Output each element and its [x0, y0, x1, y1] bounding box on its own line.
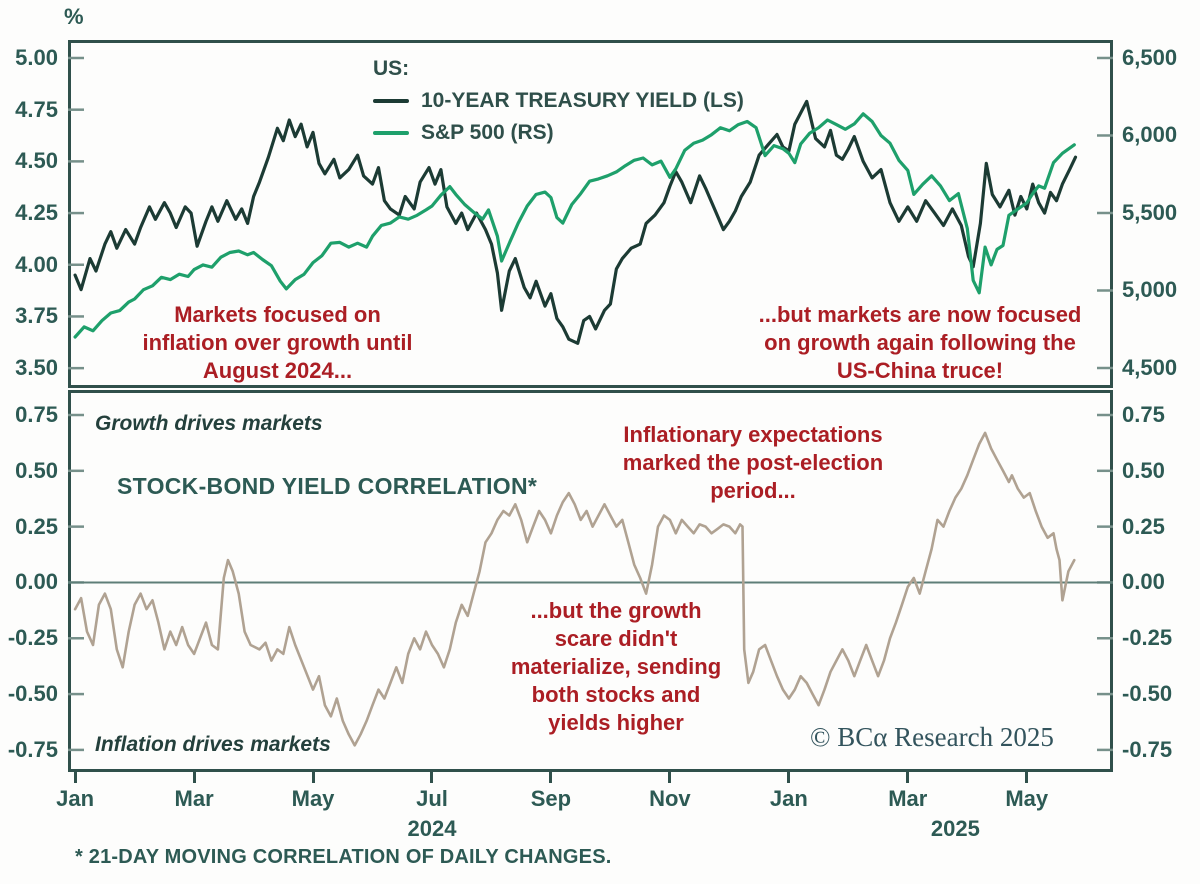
footnote-moving-correlation: * 21-DAY MOVING CORRELATION OF DAILY CHA… [75, 846, 612, 868]
x-axis-tick [787, 771, 791, 783]
x-axis-tick-label: Sep [530, 786, 572, 811]
region-label-inflation-drives: Inflation drives markets [95, 733, 331, 756]
x-axis-tick-label: Mar [174, 786, 214, 811]
x-axis-tick [73, 771, 77, 783]
tick-marks [68, 413, 1113, 752]
right-axis-tick-label: 0.75 [1122, 402, 1165, 427]
right-axis-tick-label: 4,500 [1122, 355, 1178, 380]
left-axis-tick-label: 0.50 [15, 457, 58, 483]
legend-label-treasury: 10-YEAR TREASURY YIELD (LS) [421, 89, 744, 112]
left-axis-tick-label: 4.25 [15, 200, 58, 226]
x-axis-tick-label: Jan [769, 786, 808, 811]
treasury-line-swatch-icon [373, 99, 409, 103]
left-axis-tick-label: 0.00 [15, 569, 58, 595]
left-axis-tick-label: 0.25 [15, 513, 58, 539]
left-axis-tick-label: 3.50 [15, 355, 58, 381]
left-axis-tick-label: -0.75 [7, 736, 58, 762]
legend-item-treasury: 10-YEAR TREASURY YIELD (LS) [373, 85, 744, 117]
legend-label-sp500: S&P 500 (RS) [421, 121, 554, 144]
right-axis-tick-label: -0.75 [1122, 736, 1173, 762]
legend: US: 10-YEAR TREASURY YIELD (LS) S&P 500 … [373, 57, 744, 149]
copyright-bca-research: © BCα Research 2025 [810, 722, 1054, 752]
left-axis-tick-label: 5.00 [15, 44, 58, 70]
x-axis-tick [1025, 771, 1029, 783]
x-axis-tick-label: Jul [416, 786, 448, 811]
x-axis-tick-label: Mar [888, 786, 928, 811]
x-axis-tick-label: Nov [649, 786, 691, 811]
legend-item-sp500: S&P 500 (RS) [373, 117, 744, 149]
left-axis-tick-label: 0.75 [15, 402, 58, 427]
x-axis-tick [549, 771, 553, 783]
x-axis-tick [906, 771, 910, 783]
left-axis-tick-label: -0.25 [7, 625, 58, 651]
correlation-line [73, 431, 1076, 747]
correlation-panel-title: STOCK-BOND YIELD CORRELATION* [117, 473, 538, 499]
right-axis-tick-label: -0.50 [1122, 681, 1173, 707]
bottom-panel-frame [68, 390, 1113, 772]
annotation-growth-focus: ...but markets are now focused on growth… [758, 302, 1082, 383]
x-axis-tick [668, 771, 672, 783]
tick-marks [68, 56, 1113, 370]
sp500-line [73, 112, 1076, 339]
sp500-line-swatch-icon [373, 131, 409, 135]
left-axis-tick-label: 4.75 [15, 96, 58, 122]
bottom-panel-correlation [68, 390, 1113, 772]
right-axis-tick-label: 5,000 [1122, 277, 1178, 303]
left-axis-unit-label: % [64, 4, 84, 29]
left-axis-tick-label: -0.50 [7, 681, 58, 707]
right-axis-tick-label: 6,500 [1122, 44, 1178, 70]
annotation-growth-scare: ...but the growth scare didn't materiali… [510, 598, 722, 735]
x-axis-year-label: 2024 [407, 816, 457, 841]
left-axis-tick-label: 4.50 [15, 148, 58, 174]
x-axis-tick-label: May [291, 786, 335, 811]
x-axis-tick [430, 771, 434, 783]
region-label-growth-drives: Growth drives markets [95, 412, 323, 435]
left-axis-tick-label: 4.00 [15, 251, 58, 277]
left-axis-tick-label: 3.75 [15, 303, 58, 329]
x-axis-tick [311, 771, 315, 783]
right-axis-tick-label: 0.00 [1122, 569, 1165, 595]
top-panel-yield-sp500 [68, 40, 1113, 388]
x-axis-tick [192, 771, 196, 783]
right-axis-tick-label: -0.25 [1122, 625, 1173, 651]
x-axis-tick-label: Jan [56, 786, 95, 811]
legend-heading: US: [373, 57, 410, 80]
annotation-inflationary-expectations: Inflationary expectations marked the pos… [622, 422, 884, 503]
right-axis-tick-label: 0.50 [1122, 457, 1165, 483]
right-axis-tick-label: 6,000 [1122, 122, 1178, 148]
x-axis-tick-label: May [1005, 786, 1049, 811]
right-axis-tick-label: 5,500 [1122, 199, 1178, 225]
treasury-yield-line [73, 99, 1078, 345]
x-axis-year-label: 2025 [930, 816, 980, 841]
annotation-inflation-focus: Markets focused on inflation over growth… [142, 302, 413, 383]
right-axis-tick-label: 0.25 [1122, 513, 1165, 539]
